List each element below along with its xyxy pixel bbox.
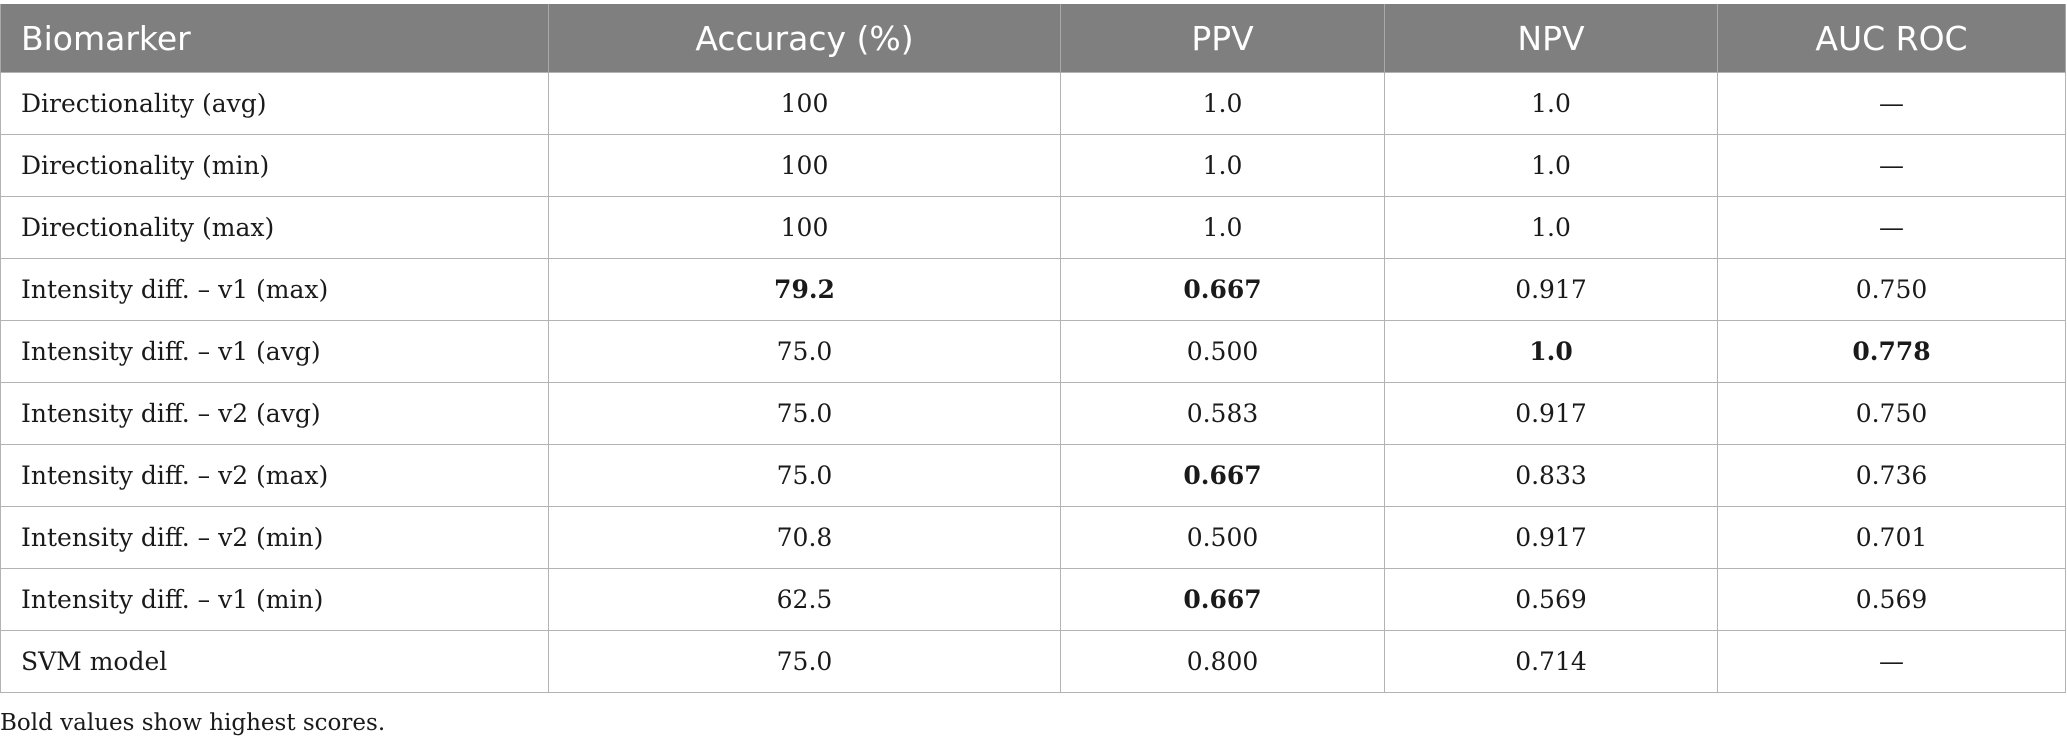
cell-biomarker: Intensity diff. – v2 (max) (0, 444, 549, 507)
cell-ppv: 1.0 (1060, 196, 1385, 259)
cell-ppv: 1.0 (1060, 72, 1385, 135)
cell-ppv: 0.500 (1060, 320, 1385, 383)
cell-accuracy: 75.0 (548, 382, 1061, 445)
cell-ppv: 0.667 (1060, 258, 1385, 321)
cell-ppv: 1.0 (1060, 134, 1385, 197)
cell-npv: 0.833 (1384, 444, 1718, 507)
cell-npv: 0.917 (1384, 506, 1718, 569)
table-row: Directionality (avg) 100 1.0 1.0— (0, 72, 2066, 135)
cell-npv: 1.0 (1384, 320, 1718, 383)
results-table-container: Biomarker Accuracy (%) PPV NPV AUC ROC D… (0, 4, 2066, 693)
cell-auc-roc: — (1717, 134, 2066, 197)
cell-npv: 0.569 (1384, 568, 1718, 631)
column-header-npv: NPV (1384, 4, 1718, 73)
cell-auc-roc: 0.736 (1717, 444, 2066, 507)
cell-ppv: 0.667 (1060, 568, 1385, 631)
cell-biomarker: Intensity diff. – v1 (avg) (0, 320, 549, 383)
cell-npv: 1.0 (1384, 196, 1718, 259)
cell-accuracy: 62.5 (548, 568, 1061, 631)
cell-accuracy: 75.0 (548, 320, 1061, 383)
cell-auc-roc: 0.701 (1717, 506, 2066, 569)
cell-accuracy: 70.8 (548, 506, 1061, 569)
cell-accuracy: 79.2 (548, 258, 1061, 321)
cell-auc-roc: 0.750 (1717, 382, 2066, 445)
table-row: Directionality (max) 100 1.0 1.0— (0, 196, 2066, 259)
cell-accuracy: 100 (548, 196, 1061, 259)
table-body: Directionality (avg) 100 1.0 1.0— Directiona… (0, 72, 2066, 693)
column-header-accuracy: Accuracy (%) (548, 4, 1061, 73)
cell-npv: 0.917 (1384, 382, 1718, 445)
table-row: Intensity diff. – v1 (max) 79.2 0.667 0.917… (0, 258, 2066, 321)
cell-auc-roc: — (1717, 72, 2066, 135)
cell-accuracy: 75.0 (548, 444, 1061, 507)
cell-npv: 1.0 (1384, 72, 1718, 135)
cell-auc-roc: 0.569 (1717, 568, 2066, 631)
cell-ppv: 0.583 (1060, 382, 1385, 445)
cell-npv: 1.0 (1384, 134, 1718, 197)
biomarker-results-table: Biomarker Accuracy (%) PPV NPV AUC ROC D… (0, 4, 2066, 693)
column-header-biomarker: Biomarker (0, 4, 549, 73)
table-row: SVM model 75.0 0.800 0.714— (0, 630, 2066, 693)
cell-accuracy: 100 (548, 72, 1061, 135)
cell-accuracy: 75.0 (548, 630, 1061, 693)
table-header-row: Biomarker Accuracy (%) PPV NPV AUC ROC (0, 4, 2066, 73)
column-header-auc-roc: AUC ROC (1717, 4, 2066, 73)
cell-biomarker: Intensity diff. – v1 (max) (0, 258, 549, 321)
column-header-ppv: PPV (1060, 4, 1385, 73)
cell-ppv: 0.667 (1060, 444, 1385, 507)
cell-auc-roc: 0.750 (1717, 258, 2066, 321)
table-row: Intensity diff. – v2 (min) 70.8 0.500 0.917… (0, 506, 2066, 569)
table-footnote: Bold values show highest scores. (0, 710, 386, 736)
cell-ppv: 0.500 (1060, 506, 1385, 569)
table-row: Intensity diff. – v1 (min) 62.5 0.667 0.569… (0, 568, 2066, 631)
cell-auc-roc: — (1717, 630, 2066, 693)
table-row: Intensity diff. – v1 (avg) 75.0 0.500 1.0 0.… (0, 320, 2066, 383)
cell-biomarker: Intensity diff. – v2 (min) (0, 506, 549, 569)
cell-accuracy: 100 (548, 134, 1061, 197)
cell-biomarker: SVM model (0, 630, 549, 693)
cell-biomarker: Directionality (avg) (0, 72, 549, 135)
cell-npv: 0.917 (1384, 258, 1718, 321)
table-row: Directionality (min) 100 1.0 1.0— (0, 134, 2066, 197)
cell-biomarker: Directionality (min) (0, 134, 549, 197)
cell-biomarker: Intensity diff. – v2 (avg) (0, 382, 549, 445)
cell-biomarker: Intensity diff. – v1 (min) (0, 568, 549, 631)
cell-auc-roc: — (1717, 196, 2066, 259)
cell-ppv: 0.800 (1060, 630, 1385, 693)
table-row: Intensity diff. – v2 (max) 75.0 0.667 0.833… (0, 444, 2066, 507)
cell-biomarker: Directionality (max) (0, 196, 549, 259)
table-row: Intensity diff. – v2 (avg) 75.0 0.583 0.917… (0, 382, 2066, 445)
cell-auc-roc: 0.778 (1717, 320, 2066, 383)
cell-npv: 0.714 (1384, 630, 1718, 693)
